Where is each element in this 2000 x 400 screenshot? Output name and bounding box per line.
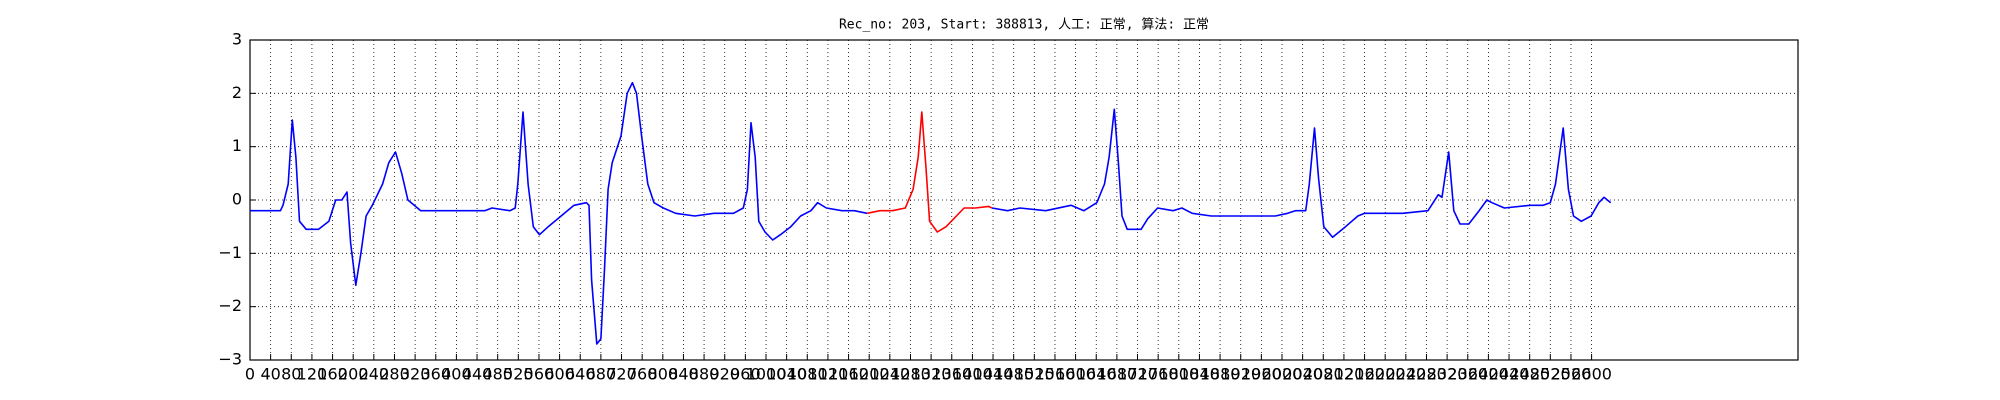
x-tick-label: 1600 [1055, 365, 1096, 384]
x-tick-label: 1560 [1035, 365, 1076, 384]
x-tick-label: 1000 [746, 365, 787, 384]
x-tick-label: 280 [379, 365, 410, 384]
x-tick-label: 1080 [787, 365, 828, 384]
x-tick-label: 2160 [1344, 365, 1385, 384]
ecg-line [866, 111, 993, 233]
x-tick-label: 800 [648, 365, 679, 384]
x-tick-label: 680 [586, 365, 617, 384]
y-tick-label: 1 [232, 136, 242, 155]
x-tick-label: 1920 [1220, 365, 1261, 384]
x-tick-label: 2520 [1530, 365, 1571, 384]
x-tick-label: 1200 [849, 365, 890, 384]
x-tick-label: 2200 [1365, 365, 1406, 384]
x-tick-label: 2560 [1551, 365, 1592, 384]
x-tick-label: 2000 [1262, 365, 1303, 384]
x-tick-label: 1960 [1241, 365, 1282, 384]
x-tick-label: 1400 [952, 365, 993, 384]
x-tick-label: 920 [709, 365, 740, 384]
x-tick-label: 1160 [828, 365, 869, 384]
y-tick-label: 3 [232, 30, 242, 49]
x-tick-label: 1760 [1138, 365, 1179, 384]
x-tick-label: 2280 [1406, 365, 1447, 384]
y-tick-label: −2 [218, 296, 242, 315]
x-tick-label: 840 [668, 365, 699, 384]
x-tick-label: 720 [606, 365, 637, 384]
x-tick-label: 240 [359, 365, 390, 384]
x-tick-label: 2600 [1571, 365, 1612, 384]
y-tick-label: −3 [218, 350, 242, 369]
x-tick-label: 0 [245, 365, 255, 384]
x-tick-label: 1480 [993, 365, 1034, 384]
x-tick-label: 40 [260, 365, 280, 384]
x-tick-label: 2480 [1509, 365, 1550, 384]
x-tick-label: 960 [730, 365, 761, 384]
x-tick-label: 640 [565, 365, 596, 384]
x-tick-label: 2080 [1303, 365, 1344, 384]
x-tick-label: 2240 [1385, 365, 1426, 384]
x-tick-label: 360 [420, 365, 451, 384]
x-tick-label: 2360 [1447, 365, 1488, 384]
x-tick-label: 200 [338, 365, 369, 384]
ecg-line [250, 81, 1612, 345]
x-tick-label: 320 [400, 365, 431, 384]
x-tick-label: 2440 [1489, 365, 1530, 384]
x-tick-label: 1720 [1117, 365, 1158, 384]
x-tick-label: 1040 [766, 365, 807, 384]
x-tick-label: 160 [317, 365, 348, 384]
x-tick-label: 1440 [973, 365, 1014, 384]
x-tick-label: 1800 [1158, 365, 1199, 384]
x-tick-label: 1880 [1200, 365, 1241, 384]
y-tick-label: −1 [218, 243, 242, 262]
x-tick-label: 400 [441, 365, 472, 384]
chart-title: Rec_no: 203, Start: 388813, 人工: 正常, 算法: … [839, 18, 1209, 33]
x-tick-label: 1320 [911, 365, 952, 384]
x-tick-label: 2400 [1468, 365, 1509, 384]
x-tick-label: 80 [281, 365, 301, 384]
x-tick-label: 440 [462, 365, 493, 384]
x-tick-label: 1640 [1076, 365, 1117, 384]
x-tick-label: 2120 [1324, 365, 1365, 384]
x-tick-label: 1680 [1097, 365, 1138, 384]
x-tick-label: 2040 [1282, 365, 1323, 384]
x-tick-label: 1520 [1014, 365, 1055, 384]
x-tick-label: 1240 [869, 365, 910, 384]
x-tick-label: 1360 [931, 365, 972, 384]
x-tick-label: 1280 [890, 365, 931, 384]
x-tick-label: 520 [503, 365, 534, 384]
x-tick-label: 480 [482, 365, 513, 384]
x-tick-label: 760 [627, 365, 658, 384]
x-tick-label: 560 [524, 365, 555, 384]
x-tick-label: 880 [689, 365, 720, 384]
y-tick-label: 2 [232, 83, 242, 102]
x-tick-label: 2320 [1427, 365, 1468, 384]
x-tick-label: 120 [297, 365, 328, 384]
x-tick-label: 600 [544, 365, 575, 384]
x-tick-label: 1840 [1179, 365, 1220, 384]
y-tick-label: 0 [232, 190, 242, 209]
x-tick-label: 1120 [808, 365, 849, 384]
